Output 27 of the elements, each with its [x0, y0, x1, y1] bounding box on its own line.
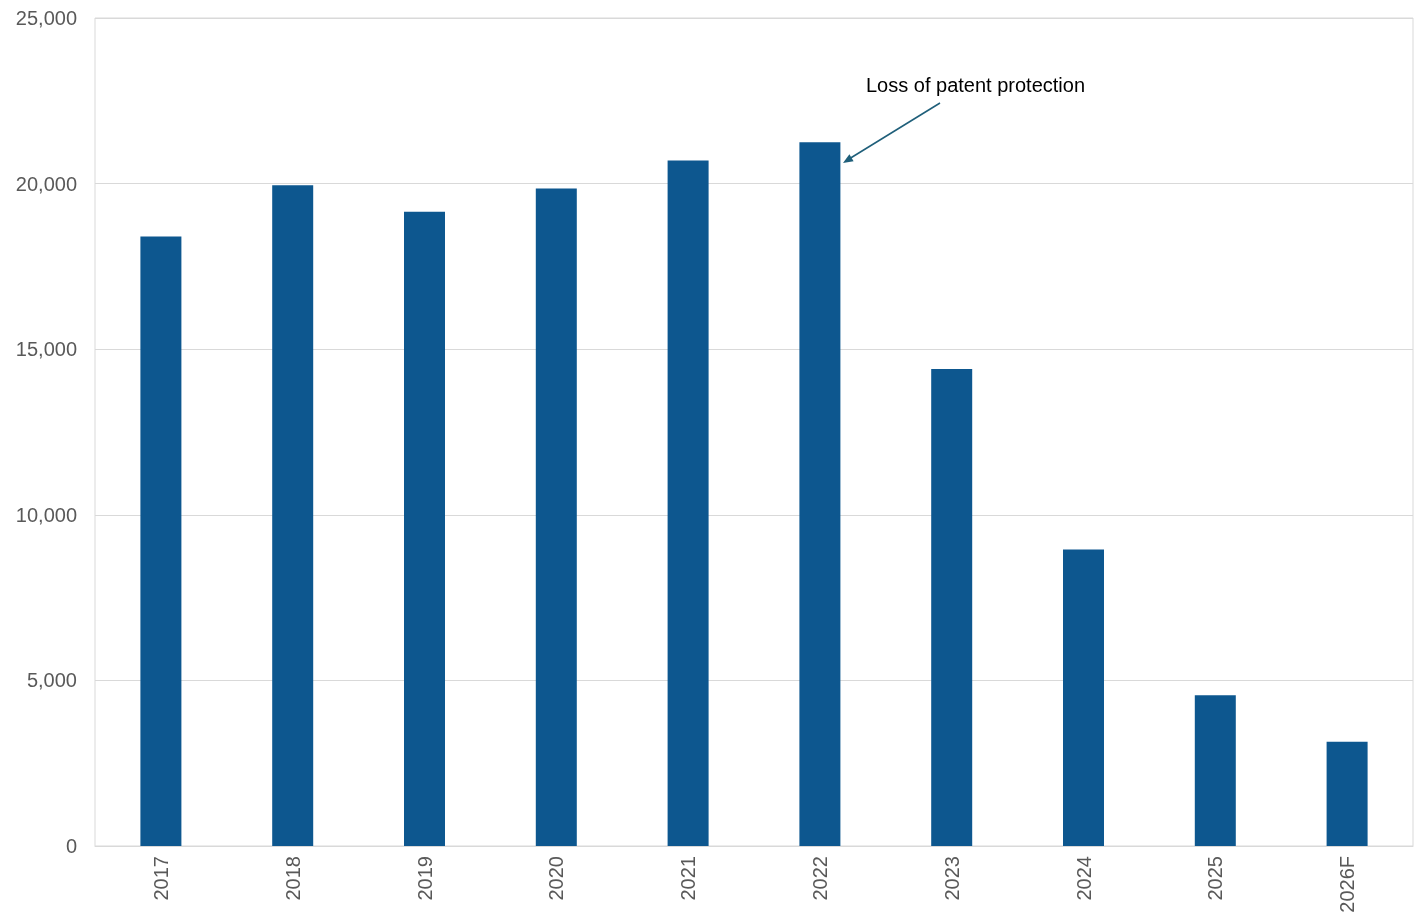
bar — [667, 160, 709, 846]
x-tick-label: 2025 — [1204, 856, 1227, 901]
y-tick-label: 5,000 — [26, 669, 77, 692]
y-tick-label: 25,000 — [15, 7, 77, 29]
x-tick-label: 2019 — [413, 856, 436, 901]
x-tick-label: 2026F — [1336, 856, 1359, 913]
x-tick-label: 2017 — [149, 856, 172, 901]
bar — [140, 236, 182, 846]
bar — [1063, 549, 1104, 846]
bar — [404, 211, 445, 846]
bar — [931, 369, 973, 846]
bar — [799, 142, 841, 846]
y-tick-label: 10,000 — [15, 503, 77, 526]
bar — [1326, 741, 1368, 846]
x-tick-label: 2021 — [677, 856, 700, 901]
bar — [1194, 695, 1236, 846]
bar — [272, 185, 314, 846]
x-tick-label: 2022 — [808, 856, 831, 901]
annotation: Loss of patent protection — [866, 74, 1086, 97]
y-tick-label: 15,000 — [15, 338, 77, 361]
y-tick-label: 0 — [65, 835, 77, 857]
x-tick-label: 2024 — [1072, 856, 1095, 901]
y-tick-label: 20,000 — [15, 172, 77, 195]
bar — [535, 188, 577, 846]
x-tick-label: 2020 — [545, 856, 568, 901]
x-tick-label: 2023 — [940, 856, 963, 901]
x-tick-label: 2018 — [281, 856, 304, 901]
